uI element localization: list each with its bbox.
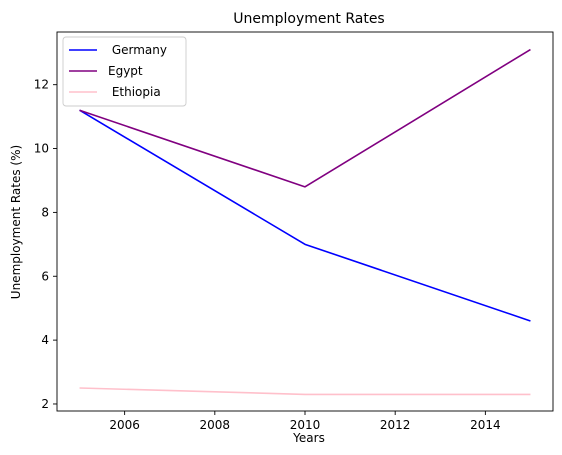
y-tick-label: 2 — [41, 397, 49, 411]
series-line-2 — [79, 48, 531, 188]
y-axis-title: Unemployment Rates (%) — [9, 145, 23, 299]
x-tick-label: 2010 — [290, 418, 321, 432]
x-tick-label: 2014 — [470, 418, 501, 432]
legend: Germany Egypt Ethiopia — [62, 36, 187, 107]
y-tick-label: 12 — [34, 78, 49, 92]
series-line-3 — [79, 387, 531, 396]
legend-label-3: Ethiopia — [108, 85, 161, 99]
y-tick-label: 8 — [41, 205, 49, 219]
y-tick-label: 10 — [34, 142, 49, 156]
legend-label-2: Egypt — [108, 64, 143, 78]
legend-label-1: Germany — [108, 43, 167, 57]
y-tick-label: 4 — [41, 333, 49, 347]
chart-title: Unemployment Rates — [233, 11, 384, 27]
y-tick-label: 6 — [41, 269, 49, 283]
legend-box — [62, 36, 187, 107]
x-axis-title: Years — [292, 431, 325, 445]
x-tick-label: 2006 — [109, 418, 140, 432]
x-tick-label: 2008 — [200, 418, 231, 432]
series-line-1 — [79, 109, 531, 322]
x-tick-label: 2012 — [380, 418, 411, 432]
x-axis: 2006 2008 2010 2012 2014 — [109, 411, 501, 432]
y-axis: 2 4 6 8 10 12 — [34, 78, 57, 411]
